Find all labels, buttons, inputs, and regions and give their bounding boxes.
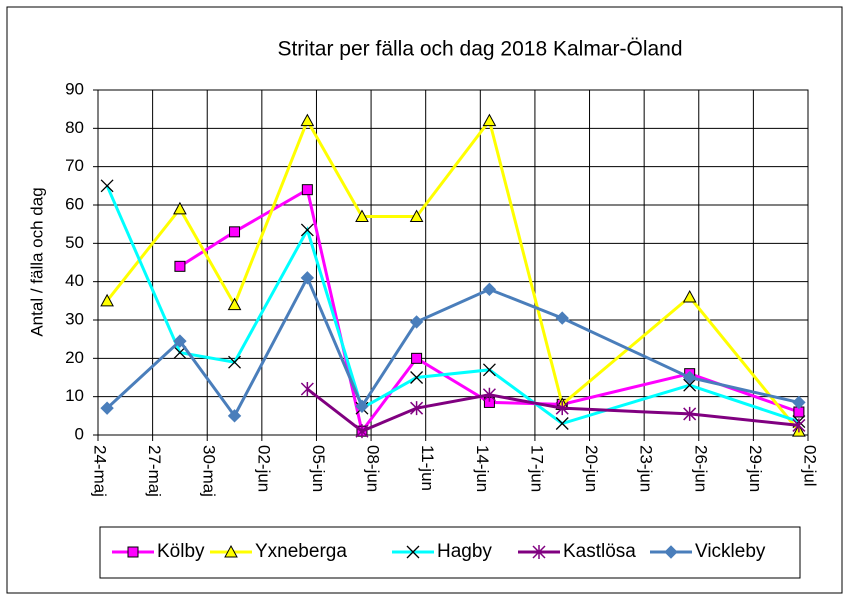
legend-label: Vickleby xyxy=(695,541,766,562)
marker xyxy=(228,355,241,369)
y-tick-label: 80 xyxy=(65,118,84,137)
x-tick-label: 24-maj xyxy=(91,445,110,497)
legend-label: Yxneberga xyxy=(255,541,347,562)
marker xyxy=(100,293,114,307)
marker xyxy=(301,184,313,196)
marker xyxy=(127,546,139,558)
marker xyxy=(406,545,420,559)
y-tick-label: 20 xyxy=(65,348,84,367)
x-tick-label: 29-jun xyxy=(746,445,765,492)
x-tick-label: 30-maj xyxy=(200,445,219,497)
plot-border xyxy=(97,89,809,436)
x-tick-label: 02-jun xyxy=(254,445,273,492)
marker xyxy=(411,352,423,364)
marker xyxy=(174,260,186,272)
marker xyxy=(664,545,678,559)
x-tick-label: 02-jul xyxy=(801,445,820,487)
marker xyxy=(532,545,546,559)
y-tick-label: 90 xyxy=(65,79,84,98)
y-tick-label: 30 xyxy=(65,309,84,328)
marker xyxy=(482,113,497,127)
marker xyxy=(100,179,114,193)
y-tick-label: 60 xyxy=(65,194,84,213)
marker xyxy=(792,418,806,433)
marker xyxy=(410,371,424,384)
legend-label: Hagby xyxy=(437,541,492,562)
marker xyxy=(409,315,424,329)
x-tick-label: 14-jun xyxy=(473,445,492,492)
marker xyxy=(227,297,242,311)
x-tick-label: 11-jun xyxy=(418,445,437,491)
marker xyxy=(555,417,569,430)
marker xyxy=(355,209,369,222)
marker xyxy=(173,201,187,215)
y-tick-label: 10 xyxy=(65,386,84,405)
y-tick-label: 0 xyxy=(75,424,84,443)
marker xyxy=(300,271,315,285)
marker xyxy=(173,334,187,348)
x-tick-label: 23-jun xyxy=(637,445,656,492)
marker xyxy=(555,311,569,325)
marker xyxy=(300,113,315,127)
marker xyxy=(682,370,697,385)
y-tick-label: 40 xyxy=(65,271,84,290)
x-tick-label: 08-jun xyxy=(364,445,383,492)
x-tick-label: 20-jun xyxy=(582,445,601,492)
x-tick-label: 27-maj xyxy=(145,445,164,497)
series-line xyxy=(106,274,800,419)
chart-title: Stritar per fälla och dag 2018 Kalmar-Öl… xyxy=(277,38,682,61)
marker xyxy=(555,401,569,416)
marker xyxy=(482,363,496,377)
marker xyxy=(683,378,697,392)
marker xyxy=(300,382,314,396)
series-line xyxy=(105,185,800,426)
x-tick-label: 17-jun xyxy=(527,445,546,492)
marker xyxy=(409,209,424,222)
marker xyxy=(682,289,697,303)
y-tick-label: 70 xyxy=(65,156,84,175)
legend-label: Kölby xyxy=(157,541,205,562)
series-line xyxy=(105,117,801,433)
marker xyxy=(227,409,242,423)
marker xyxy=(683,406,697,421)
marker xyxy=(229,226,241,238)
x-tick-label: 05-jun xyxy=(309,445,328,492)
marker xyxy=(300,223,314,237)
x-tick-label: 26-jun xyxy=(691,445,710,492)
y-axis-label: Antal / fälla och dag xyxy=(27,187,46,336)
marker xyxy=(792,395,806,410)
marker xyxy=(482,282,497,297)
marker xyxy=(410,401,424,416)
chart-border xyxy=(6,6,843,594)
marker xyxy=(100,401,114,415)
legend-label: Kastlösa xyxy=(563,541,636,562)
y-tick-label: 50 xyxy=(65,233,84,252)
marker xyxy=(355,399,369,413)
marker xyxy=(355,424,369,439)
marker xyxy=(224,544,238,558)
marker xyxy=(482,387,496,402)
